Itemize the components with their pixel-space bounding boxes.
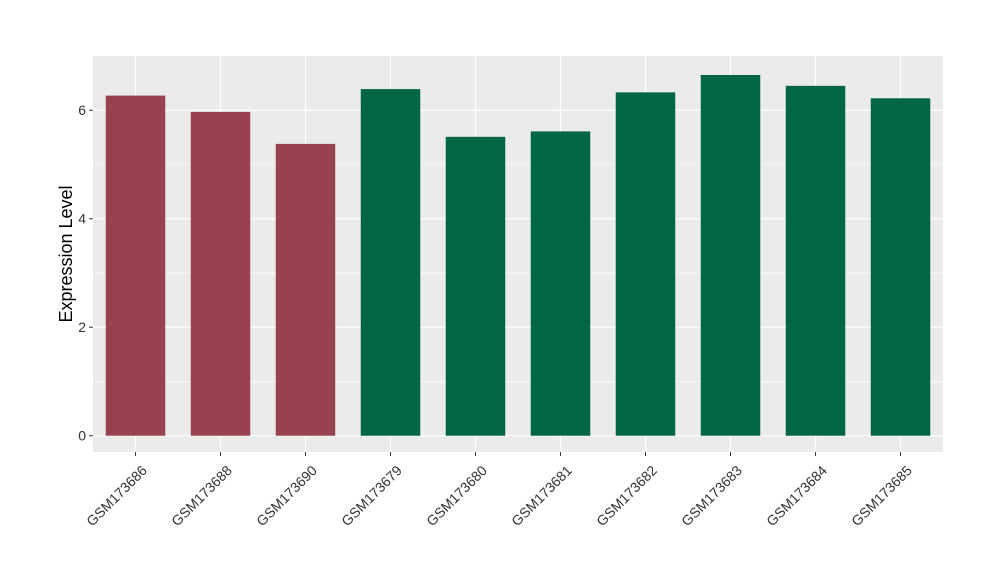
y-tick-label: 0: [78, 428, 86, 444]
bar-GSM173681: [530, 131, 591, 436]
y-axis: 0 2 4 6: [78, 102, 93, 444]
x-tick-label: GSM173690: [253, 462, 320, 529]
bar-GSM173683: [700, 74, 761, 436]
bar-GSM173680: [445, 136, 506, 436]
bar-GSM173686: [105, 95, 166, 436]
x-tick-label: GSM173685: [848, 462, 915, 529]
y-tick-label: 4: [78, 211, 86, 227]
x-tick-label: GSM173679: [338, 462, 405, 529]
bar-GSM173688: [190, 111, 251, 436]
bar-GSM173679: [360, 89, 421, 436]
bar-GSM173685: [870, 98, 931, 436]
y-tick-label: 2: [78, 319, 86, 335]
bar-GSM173690: [275, 143, 336, 436]
x-tick-label: GSM173681: [508, 462, 575, 529]
y-axis-title: Expression Level: [56, 185, 76, 322]
bar-GSM173684: [785, 85, 846, 436]
bar-GSM173682: [615, 92, 676, 436]
x-tick-label: GSM173680: [423, 462, 490, 529]
bars: [105, 74, 931, 436]
x-tick-label: GSM173688: [168, 462, 235, 529]
x-tick-label: GSM173682: [593, 462, 660, 529]
x-tick-label: GSM173686: [83, 462, 150, 529]
x-tick-label: GSM173684: [763, 462, 830, 529]
x-tick-label: GSM173683: [678, 462, 745, 529]
y-tick-label: 6: [78, 102, 86, 118]
x-axis: GSM173686 GSM173688 GSM173690 GSM173679 GSM1…: [83, 452, 915, 529]
